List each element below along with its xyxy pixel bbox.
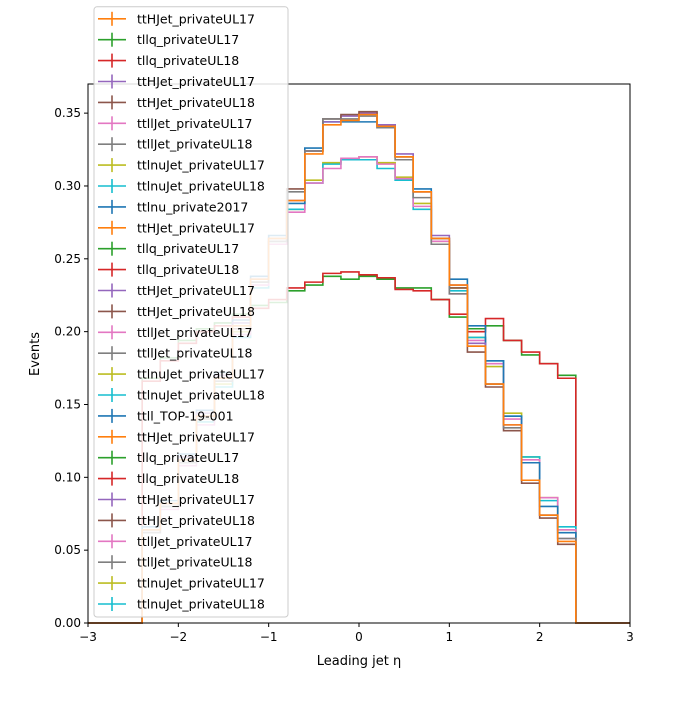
legend-label-7: ttlnuJet_privateUL17 xyxy=(137,158,265,173)
legend-entry-17: ttlnuJet_privateUL17 xyxy=(98,367,265,382)
legend-entry-0: ttHJet_privateUL17 xyxy=(98,11,255,26)
legend-entry-25: ttllJet_privateUL17 xyxy=(98,534,253,549)
legend-entry-5: ttllJet_privateUL17 xyxy=(98,116,253,131)
x-tick-label-2: −1 xyxy=(260,630,278,644)
legend-label-1: tllq_privateUL17 xyxy=(137,32,239,47)
legend-entry-16: ttllJet_privateUL18 xyxy=(98,346,253,361)
legend-label-15: ttllJet_privateUL17 xyxy=(137,325,253,340)
legend-label-13: ttHJet_privateUL17 xyxy=(137,283,255,298)
y-axis-label: Events xyxy=(28,332,43,376)
y-tick-label-2: 0.10 xyxy=(54,470,81,484)
y-tick-label-6: 0.30 xyxy=(54,179,81,193)
legend-label-27: ttlnuJet_privateUL17 xyxy=(137,576,265,591)
legend-entry-18: ttlnuJet_privateUL18 xyxy=(98,388,265,403)
legend-entry-8: ttlnuJet_privateUL18 xyxy=(98,179,265,194)
legend: ttHJet_privateUL17 tllq_privateUL17 tllq_p… xyxy=(93,6,289,618)
legend-entry-12: tllq_privateUL18 xyxy=(98,262,239,277)
legend-entry-13: ttHJet_privateUL17 xyxy=(98,283,255,298)
legend-entry-6: ttllJet_privateUL18 xyxy=(98,137,253,152)
legend-entry-26: ttllJet_privateUL18 xyxy=(98,555,253,570)
x-tick-label-5: 2 xyxy=(536,630,544,644)
legend-entry-19: ttll_TOP-19-001 xyxy=(98,408,234,423)
legend-label-18: ttlnuJet_privateUL18 xyxy=(137,388,265,403)
x-tick-label-6: 3 xyxy=(626,630,634,644)
legend-entry-20: ttHJet_privateUL17 xyxy=(98,429,255,444)
legend-label-2: tllq_privateUL18 xyxy=(137,53,239,68)
legend-label-6: ttllJet_privateUL18 xyxy=(137,137,253,152)
x-tick-label-0: −3 xyxy=(79,630,97,644)
legend-label-23: ttHJet_privateUL17 xyxy=(137,492,255,507)
legend-entry-14: ttHJet_privateUL18 xyxy=(98,304,255,319)
legend-label-16: ttllJet_privateUL18 xyxy=(137,346,253,361)
legend-entry-1: tllq_privateUL17 xyxy=(98,32,239,47)
legend-label-26: ttllJet_privateUL18 xyxy=(137,555,253,570)
legend-entry-23: ttHJet_privateUL17 xyxy=(98,492,255,507)
legend-entry-9: ttlnu_private2017 xyxy=(98,199,248,214)
legend-entry-28: ttlnuJet_privateUL18 xyxy=(98,597,265,612)
legend-box xyxy=(93,6,289,618)
legend-entry-27: ttlnuJet_privateUL17 xyxy=(98,576,265,591)
legend-label-4: ttHJet_privateUL18 xyxy=(137,95,255,110)
x-tick-label-3: 0 xyxy=(355,630,363,644)
legend-label-24: ttHJet_privateUL18 xyxy=(137,513,255,528)
legend-label-20: ttHJet_privateUL17 xyxy=(137,429,255,444)
x-axis: −3 −2 −1 0 1 2 3 xyxy=(79,623,634,644)
legend-label-25: ttllJet_privateUL17 xyxy=(137,534,253,549)
legend-label-19: ttll_TOP-19-001 xyxy=(137,408,234,423)
legend-entry-15: ttllJet_privateUL17 xyxy=(98,325,253,340)
legend-label-12: tllq_privateUL18 xyxy=(137,262,239,277)
legend-label-0: ttHJet_privateUL17 xyxy=(137,11,255,26)
legend-entry-10: ttHJet_privateUL17 xyxy=(98,220,255,235)
legend-label-9: ttlnu_private2017 xyxy=(137,199,248,214)
y-tick-label-0: 0.00 xyxy=(54,616,81,630)
y-tick-label-5: 0.25 xyxy=(54,252,81,266)
y-tick-label-3: 0.15 xyxy=(54,397,81,411)
legend-label-8: ttlnuJet_privateUL18 xyxy=(137,179,265,194)
legend-entry-2: tllq_privateUL18 xyxy=(98,53,239,68)
x-tick-label-1: −2 xyxy=(169,630,187,644)
legend-label-3: ttHJet_privateUL17 xyxy=(137,74,255,89)
legend-label-28: ttlnuJet_privateUL18 xyxy=(137,597,265,612)
legend-entry-4: ttHJet_privateUL18 xyxy=(98,95,255,110)
legend-label-21: tllq_privateUL17 xyxy=(137,450,239,465)
legend-label-22: tllq_privateUL18 xyxy=(137,471,239,486)
y-tick-label-7: 0.35 xyxy=(54,106,81,120)
legend-entry-7: ttlnuJet_privateUL17 xyxy=(98,158,265,173)
legend-entry-3: ttHJet_privateUL17 xyxy=(98,74,255,89)
legend-entry-11: tllq_privateUL17 xyxy=(98,241,239,256)
y-tick-label-4: 0.20 xyxy=(54,325,81,339)
legend-label-10: ttHJet_privateUL17 xyxy=(137,220,255,235)
x-axis-label: Leading jet η xyxy=(317,654,402,669)
legend-entry-22: tllq_privateUL18 xyxy=(98,471,239,486)
x-tick-label-4: 1 xyxy=(446,630,454,644)
legend-label-11: tllq_privateUL17 xyxy=(137,241,239,256)
y-axis: 0.00 0.05 0.10 0.15 0.20 0.25 0.30 0.35 xyxy=(54,106,88,630)
legend-entry-21: tllq_privateUL17 xyxy=(98,450,239,465)
legend-label-17: ttlnuJet_privateUL17 xyxy=(137,367,265,382)
y-tick-label-1: 0.05 xyxy=(54,543,81,557)
legend-label-5: ttllJet_privateUL17 xyxy=(137,116,253,131)
legend-label-14: ttHJet_privateUL18 xyxy=(137,304,255,319)
legend-entry-24: ttHJet_privateUL18 xyxy=(98,513,255,528)
